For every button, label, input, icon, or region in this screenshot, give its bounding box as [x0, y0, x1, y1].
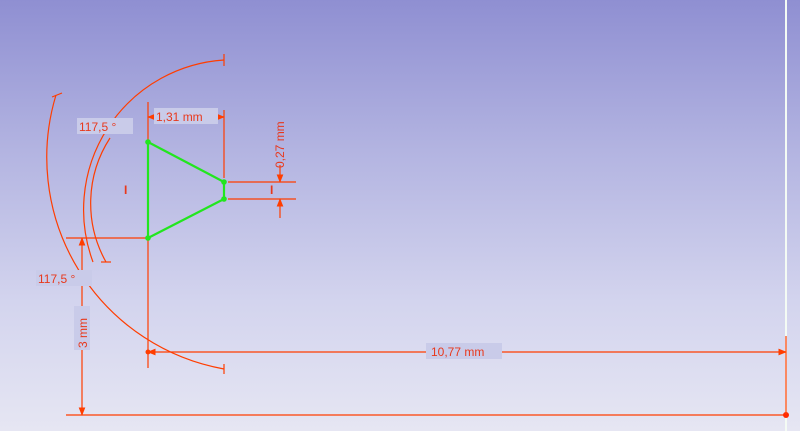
vertex-top-left[interactable]: [145, 139, 151, 145]
width-label-bg: [154, 108, 218, 124]
angle-upper-label-bg: [77, 118, 133, 134]
length-label-bg: [426, 343, 502, 359]
vertex-bottom-left[interactable]: [145, 235, 151, 241]
angle-lower-label[interactable]: 117,5 °: [38, 272, 75, 286]
angle-arc-lower[interactable]: [46, 94, 225, 370]
angle-upper-label[interactable]: 117,5 °: [79, 120, 116, 134]
gap-dimension-label[interactable]: 0,27 mm: [273, 121, 287, 168]
arc-start-tick: [51, 92, 63, 98]
vertex-top-right[interactable]: [221, 179, 227, 185]
vertex-bottom-right[interactable]: [221, 196, 227, 202]
angle-arc-outer[interactable]: [83, 59, 225, 263]
angle-arc-inner[interactable]: [90, 137, 111, 263]
height-label-bg: [74, 306, 90, 350]
angle-lower-label-bg: [36, 270, 92, 286]
dimension-anchor-point[interactable]: [145, 349, 151, 355]
sketch-profile[interactable]: [146, 140, 226, 240]
origin-point[interactable]: [783, 412, 789, 418]
length-dimension-label[interactable]: 10,77 mm: [431, 345, 484, 359]
vertical-constraint-left[interactable]: I: [124, 183, 127, 197]
height-dimension-label[interactable]: 3 mm: [76, 318, 90, 348]
width-dimension-label[interactable]: 1,31 mm: [156, 110, 203, 124]
vertical-constraint-right[interactable]: I: [270, 183, 273, 197]
